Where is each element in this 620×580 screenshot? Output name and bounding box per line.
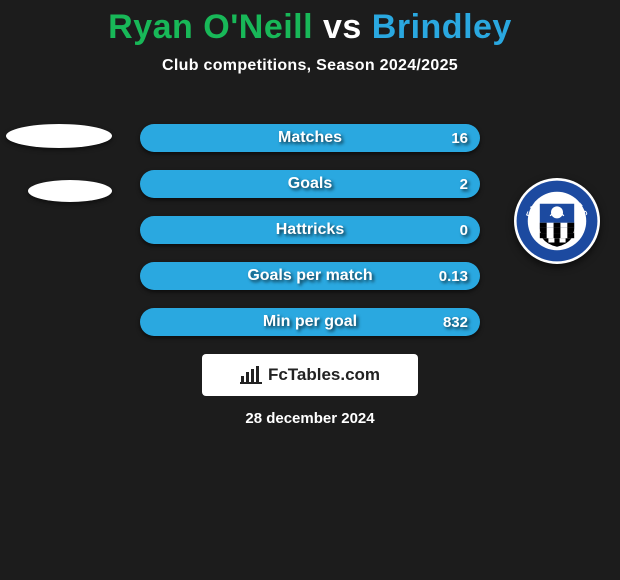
page-title: Ryan O'Neill vs Brindley [0,0,620,47]
date-text: 28 december 2024 [0,410,620,427]
fctables-branding[interactable]: FcTables.com [202,354,418,396]
stat-right-value: 832 [443,314,468,331]
branding-text: FcTables.com [268,365,380,385]
stat-label: Goals per match [140,267,480,285]
stat-bar: Goals per match0.13 [140,262,480,290]
stat-label: Goals [140,175,480,193]
stat-bars: Matches16 Goals2 Hattricks0 Goals per match… [140,124,480,354]
player1-avatar-shape-1 [6,124,112,148]
player1-avatar-shape-2 [28,180,112,202]
stat-right-value: 16 [451,130,468,147]
stat-right-value: 0.13 [439,268,468,285]
club-badge-svg: EASTLEIGH F.C [514,178,600,264]
bar-chart-icon [240,366,262,384]
vs-text: vs [313,8,372,46]
player2-club-badge: EASTLEIGH F.C [514,178,600,264]
stat-label: Matches [140,129,480,147]
stat-bar: Matches16 [140,124,480,152]
player1-name: Ryan O'Neill [108,8,313,46]
subtitle: Club competitions, Season 2024/2025 [0,57,620,75]
stat-label: Hattricks [140,221,480,239]
stat-label: Min per goal [140,313,480,331]
stat-bar: Goals2 [140,170,480,198]
stat-right-value: 0 [460,222,468,239]
stat-bar: Min per goal832 [140,308,480,336]
stat-bar: Hattricks0 [140,216,480,244]
player2-name: Brindley [372,8,512,46]
stat-right-value: 2 [460,176,468,193]
